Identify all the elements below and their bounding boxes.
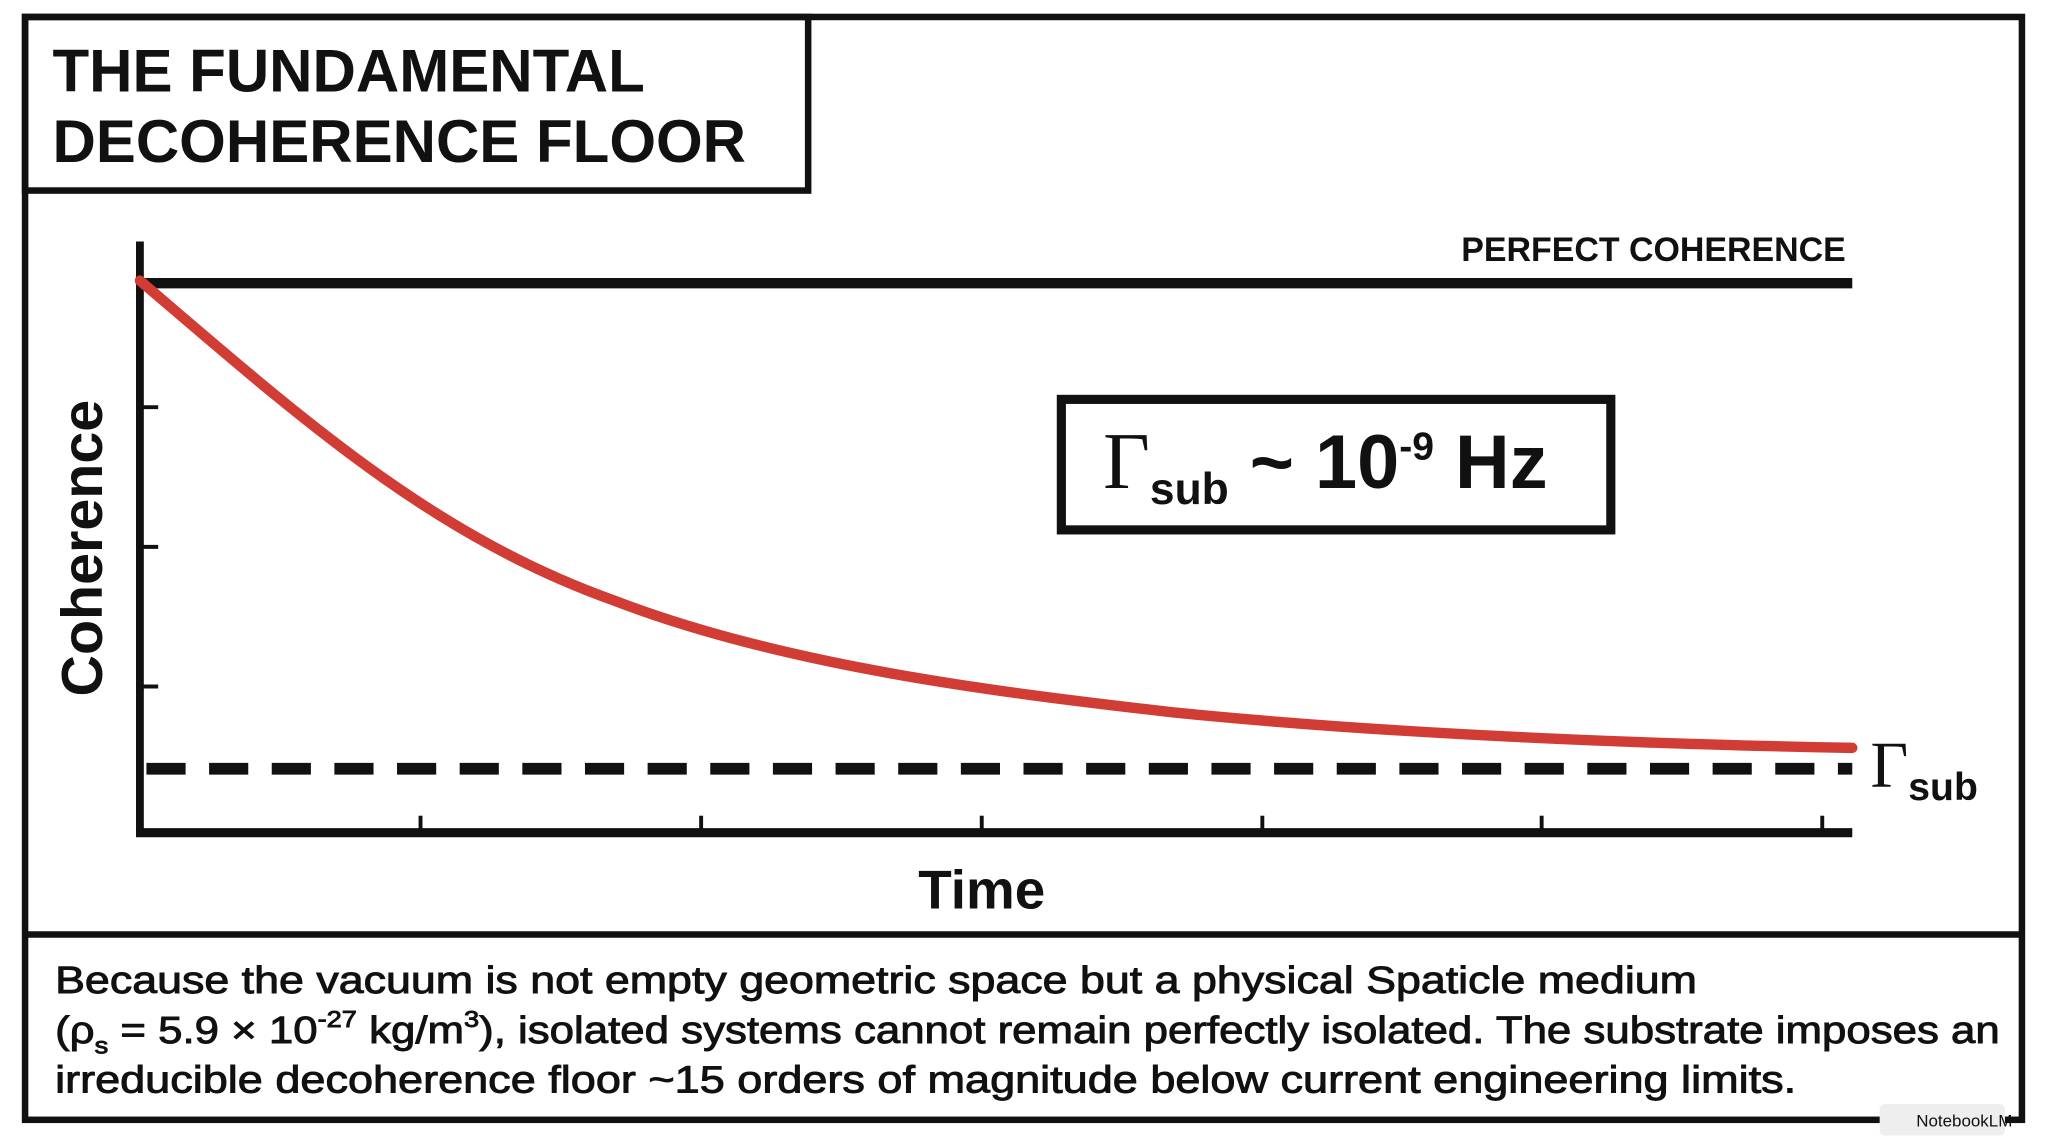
floor-label: Γsub	[1871, 730, 1978, 809]
decay-curve	[134, 275, 1858, 754]
caption: Because the vacuum is not empty geometri…	[55, 960, 2001, 1102]
caption-text: ), isolated systems cannot remain perfec…	[479, 1010, 2000, 1052]
frame	[21, 13, 2026, 1124]
x-axis-label: Time	[918, 858, 1045, 920]
subscript: sub	[1150, 465, 1229, 514]
title-box	[21, 13, 812, 194]
formula-box	[1056, 394, 1616, 535]
formula: Γsub ~ 10-9 Hz	[1103, 416, 1547, 514]
caption-text: = 5.9 × 10	[108, 1010, 317, 1052]
caption-text: kg/m	[357, 1010, 464, 1052]
perfect-coherence-label: PERFECT COHERENCE	[1461, 231, 1846, 269]
title-line: THE FUNDAMENTAL	[52, 37, 644, 104]
subscript: sub	[1908, 766, 1978, 809]
title-line: DECOHERENCE FLOOR	[52, 108, 746, 175]
formula-unit: Hz	[1434, 420, 1548, 505]
caption-line: irreducible decoherence floor ~15 orders…	[55, 1059, 1796, 1101]
superscript: 3	[464, 1006, 479, 1032]
x-ticks	[418, 815, 1825, 833]
caption-line: (ρ s = 5.9 × 10 -27 kg/m 3), isolated syste…	[55, 1006, 2000, 1058]
caption-line: Because the vacuum is not empty geometri…	[55, 960, 1697, 1002]
symbol: Γ	[1871, 730, 1909, 802]
y-ticks	[139, 405, 159, 689]
symbol: Γ	[1103, 416, 1150, 506]
caption-text: (ρ	[55, 1010, 95, 1052]
superscript: -9	[1399, 425, 1434, 468]
formula-text: ~ 10	[1229, 420, 1399, 505]
subscript: s	[95, 1032, 109, 1058]
y-axis-label: Coherence	[51, 400, 115, 697]
watermark-badge	[1879, 1104, 2005, 1136]
watermark: NotebookLM	[1916, 1111, 2012, 1130]
superscript: -27	[318, 1006, 357, 1032]
